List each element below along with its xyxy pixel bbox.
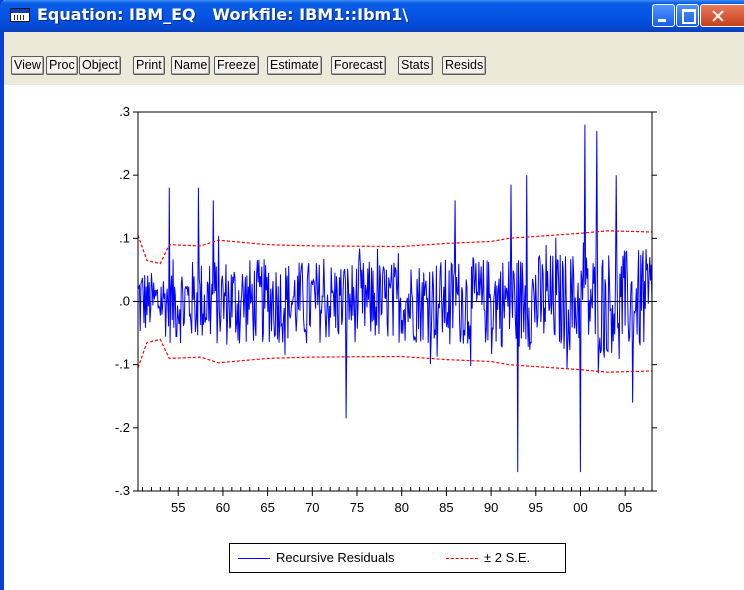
print-button[interactable]: Print xyxy=(133,56,165,75)
close-button[interactable] xyxy=(700,4,744,27)
graph-area xyxy=(4,85,744,590)
freeze-button[interactable]: Freeze xyxy=(214,56,259,75)
legend-residuals-label: Recursive Residuals xyxy=(276,550,395,565)
x-tick-label: 85 xyxy=(439,500,453,515)
object-button[interactable]: Object xyxy=(79,56,122,75)
x-tick-label: 75 xyxy=(350,500,364,515)
chart-legend: Recursive Residuals ± 2 S.E. xyxy=(229,543,566,573)
stats-button[interactable]: Stats xyxy=(398,56,433,75)
x-tick-label: 80 xyxy=(394,500,408,515)
proc-button[interactable]: Proc xyxy=(46,56,78,75)
lower-se-band xyxy=(137,338,653,373)
x-tick-label: 90 xyxy=(484,500,498,515)
maximize-button[interactable] xyxy=(676,4,699,27)
y-tick-label: .3 xyxy=(119,104,130,119)
resids-button[interactable]: Resids xyxy=(442,56,487,75)
minimize-button[interactable] xyxy=(652,4,675,27)
x-tick-label: 65 xyxy=(260,500,274,515)
y-tick-label: .0 xyxy=(119,294,130,309)
view-button[interactable]: View xyxy=(11,56,44,75)
legend-residuals-swatch xyxy=(238,558,270,559)
y-tick-label: -.3 xyxy=(115,483,130,498)
title-bar[interactable]: Equation: IBM_EQ Workfile: IBM1::Ibm1\ xyxy=(0,0,744,32)
name-button[interactable]: Name xyxy=(171,56,211,75)
x-tick-label: 55 xyxy=(171,500,185,515)
y-tick-label: -.1 xyxy=(115,357,130,372)
x-tick-label: 05 xyxy=(618,500,632,515)
legend-se-swatch xyxy=(446,558,478,559)
y-tick-label: .2 xyxy=(119,167,130,182)
window-menu-icon[interactable] xyxy=(10,8,30,22)
estimate-button[interactable]: Estimate xyxy=(267,56,322,75)
y-tick-label: -.2 xyxy=(115,420,130,435)
x-tick-label: 00 xyxy=(573,500,587,515)
x-tick-label: 95 xyxy=(529,500,543,515)
x-tick-label: 70 xyxy=(305,500,319,515)
forecast-button[interactable]: Forecast xyxy=(331,56,386,75)
recursive-residuals-line xyxy=(137,124,653,473)
x-tick-label: 60 xyxy=(216,500,230,515)
upper-se-band xyxy=(137,230,653,265)
y-tick-label: .1 xyxy=(119,230,130,245)
window-title: Equation: IBM_EQ Workfile: IBM1::Ibm1\ xyxy=(37,5,409,24)
legend-se-label: ± 2 S.E. xyxy=(484,550,531,565)
equation-toolbar: View Proc Object Print Name Freeze Estim… xyxy=(4,32,744,85)
